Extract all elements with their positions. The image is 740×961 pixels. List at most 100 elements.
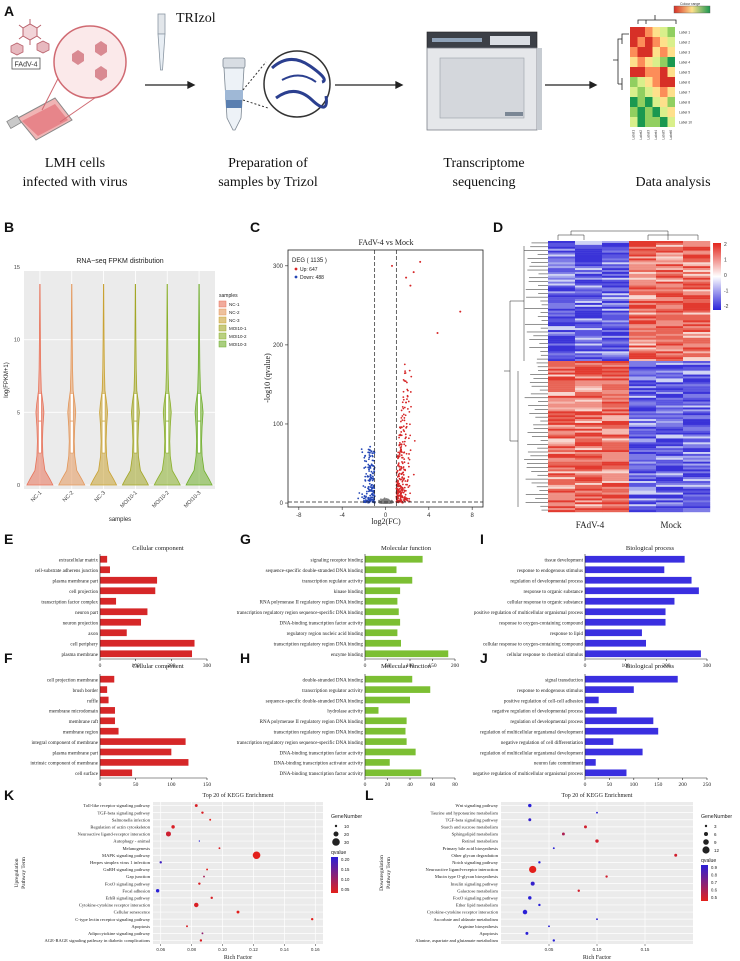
kegg-point: [561, 832, 565, 836]
mini-heatmap-cell: [652, 87, 660, 97]
go-bar: [585, 686, 634, 693]
kegg-pathway-label: Ether lipid metabolism: [456, 903, 499, 908]
go-bar: [585, 769, 627, 777]
kegg-color-legend-label: 0.20: [341, 857, 350, 862]
mini-heatmap-row-label: Label 1: [679, 31, 690, 35]
b-legend-swatch: [218, 308, 227, 316]
b-box: [197, 393, 201, 454]
go-bar: [365, 566, 397, 574]
go-category-label: positive regulation of multicellular org…: [474, 611, 583, 616]
mini-heatmap-cell: [652, 97, 660, 107]
go-category-label: response to endogenous stimulus: [517, 689, 583, 694]
b-violin: [26, 284, 54, 486]
panel-k-kegg-bubble: Toll-like receptor signaling pathway TGF-…: [14, 792, 362, 961]
mini-heatmap-cell: [630, 117, 638, 127]
kegg-point: [198, 840, 201, 842]
b-violin: [89, 284, 118, 486]
go-category-label: response to endogenous stimulus: [517, 569, 583, 574]
mini-heatmap-cell: [645, 77, 653, 87]
kegg-point: [584, 825, 587, 829]
d-group-label-1: FAdV-4: [576, 520, 605, 530]
go-category-label: brush border: [73, 689, 99, 694]
kegg-pathway-label: Ascorbate and aldarate metabolism: [433, 917, 498, 922]
c-xlabel: log2(FC): [371, 517, 401, 526]
b-violin: [121, 284, 150, 486]
c-ytick-label: 300: [273, 264, 284, 270]
panel-e-bar-chart: Cellular component extracellular matrix ce…: [35, 545, 212, 669]
c-xtick-label: 0: [384, 513, 388, 519]
b-legend-title: samples: [219, 293, 238, 299]
panel-letter-b: B: [4, 219, 14, 235]
b-title: RNA−seq FPKM distribution: [76, 258, 163, 265]
go-xtick-label: 200: [167, 663, 176, 669]
kegg-pathway-label: Sphingolipid metabolism: [452, 832, 499, 837]
go-bar: [585, 675, 678, 683]
kegg-pathway-label: Wnt signaling pathway: [455, 803, 498, 808]
mini-heatmap-row-label: Label 9: [679, 111, 690, 115]
go-bar: [585, 650, 701, 658]
go-category-label: transcription regulatory region sequence…: [237, 741, 364, 746]
mini-heatmap-col-label: Label5: [662, 130, 666, 140]
go-bar: [100, 696, 109, 704]
panel-j-bar-chart: Biological process signal transduction res…: [473, 663, 712, 788]
go-bar: [585, 555, 685, 563]
go-category-label: negative regulation of multicellular org…: [473, 772, 583, 777]
kegg-point: [538, 903, 541, 907]
go-category-label: response to oxygen-containing compound: [499, 622, 583, 627]
mini-heatmap-row-label: Label 7: [679, 91, 690, 95]
kegg-xtick-label: 0.16: [311, 947, 320, 952]
go-category-label: intrinsic component of membrane: [30, 762, 98, 767]
mini-heatmap-cell: [637, 67, 645, 77]
kegg-size-legend-dot: [703, 839, 709, 845]
go-chart-title: Cellular component: [132, 545, 184, 552]
kegg-title: Top 20 of KEGG Enrichment: [562, 792, 633, 799]
go-bar: [365, 738, 407, 745]
go-bar: [585, 759, 596, 766]
kegg-xtick-label: 0.10: [218, 947, 227, 952]
go-xtick-label: 300: [203, 663, 212, 669]
c-xtick-label: 4: [427, 513, 431, 519]
kegg-point: [165, 831, 171, 837]
kegg-size-legend-dot: [704, 832, 708, 836]
c-xtick-label: 8: [470, 513, 474, 519]
b-legend-label: MOI10-2: [229, 334, 247, 339]
mini-heatmap-cell: [645, 27, 653, 37]
go-category-label: extracellular matrix: [59, 559, 99, 564]
go-chart-title: Molecular function: [381, 663, 432, 670]
kegg-point: [206, 868, 209, 871]
mini-heatmap-cell: [652, 77, 660, 87]
c-xtick-label: -8: [296, 513, 302, 519]
kegg-point: [199, 939, 203, 942]
mini-heatmap-cell: [637, 107, 645, 117]
mini-heatmap-cell: [667, 37, 675, 47]
kegg-size-legend-dot: [332, 838, 340, 846]
kegg-size-legend-dot: [702, 846, 710, 854]
mini-heatmap-cell: [645, 37, 653, 47]
go-bar: [365, 576, 413, 584]
step-4-line1: Data analysis: [635, 175, 710, 190]
b-legend-label: NC-1: [229, 302, 240, 307]
kegg-color-legend-label: 0.6: [711, 888, 718, 893]
go-bar: [100, 576, 158, 584]
mini-heatmap-cell: [630, 97, 638, 107]
kegg-point: [522, 909, 528, 915]
go-category-label: cellular response to chemical stimulus: [507, 653, 583, 658]
kegg-point: [201, 932, 204, 935]
kegg-pathway-label: Autophagy - animal: [113, 839, 150, 844]
go-category-label: DNA-binding transcription activator acti…: [274, 762, 364, 767]
mini-heatmap-cell: [637, 47, 645, 57]
go-bar: [365, 639, 401, 647]
go-xtick-label: 0: [584, 782, 587, 788]
c-legend-title: DEG ( 1135 ): [292, 258, 327, 264]
d-scale-tick: 0: [724, 273, 727, 279]
kegg-xlabel: Rich Factor: [224, 955, 252, 961]
mini-heatmap-cell: [645, 87, 653, 97]
go-category-label: plasma membrane part: [52, 751, 98, 756]
b-xtick-label: MOI10-1: [119, 490, 138, 509]
go-bar: [365, 696, 410, 704]
kegg-pathway-label: Melanogenesis: [122, 846, 150, 851]
go-bar: [365, 686, 431, 693]
kegg-pathway-label: Primary bile acid biosynthesis: [443, 846, 499, 851]
rna-icon: [242, 50, 331, 118]
sequencer-icon: [426, 31, 542, 131]
